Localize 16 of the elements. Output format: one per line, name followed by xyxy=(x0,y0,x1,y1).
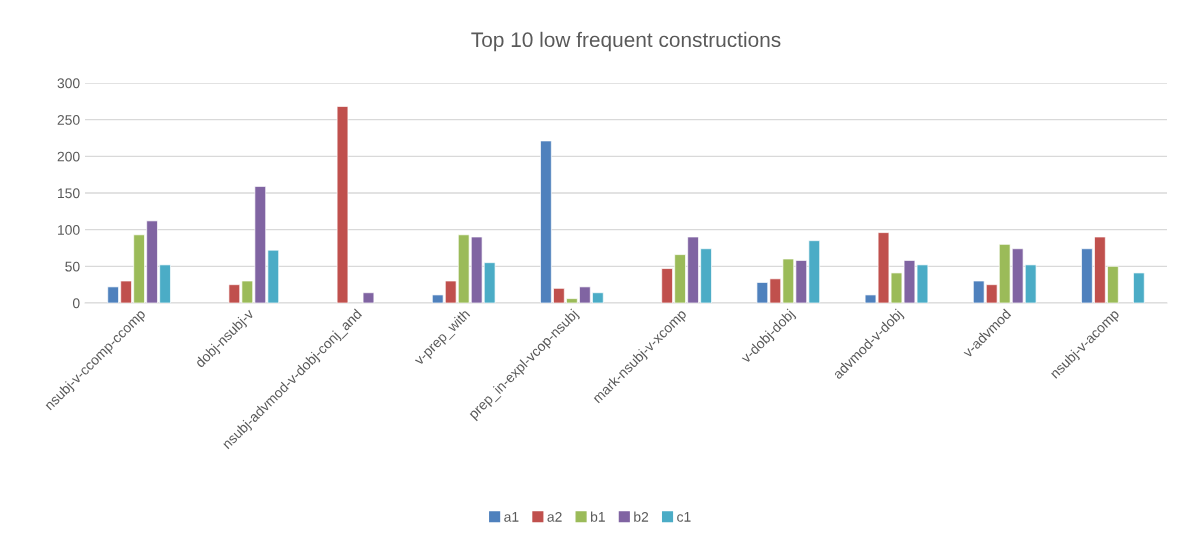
legend-label: b2 xyxy=(634,511,649,522)
y-tick-label: 250 xyxy=(57,115,80,125)
y-tick-label: 300 xyxy=(57,78,80,89)
y-tick-label: 0 xyxy=(72,298,80,309)
y-tick-label: 100 xyxy=(58,225,80,235)
y-tick-label: 200 xyxy=(57,151,80,162)
bar xyxy=(336,106,349,303)
chart-title: Top 10 low frequent constructions xyxy=(471,31,781,52)
legend-label: c1 xyxy=(677,512,691,522)
bar xyxy=(362,292,375,303)
legend-label: b1 xyxy=(591,511,605,522)
legend-label: a1 xyxy=(504,512,519,522)
y-tick-label: 150 xyxy=(58,188,80,199)
legend-label: a2 xyxy=(547,511,562,522)
y-tick-label: 50 xyxy=(65,261,80,272)
bar xyxy=(1133,272,1145,303)
